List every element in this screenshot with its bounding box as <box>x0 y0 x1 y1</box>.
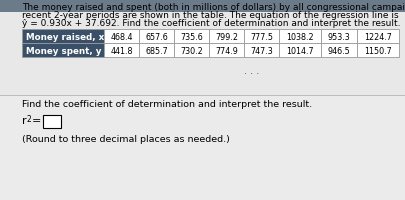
Bar <box>43 115 61 128</box>
Bar <box>243 44 278 58</box>
Bar <box>0 0 405 13</box>
Bar <box>174 44 209 58</box>
Text: The money raised and spent (both in millions of dollars) by all congressional ca: The money raised and spent (both in mill… <box>22 3 405 12</box>
Text: 1038.2: 1038.2 <box>286 32 313 41</box>
Text: ŷ = 0.930x + 37.692. Find the coefficient of determination and interpret the res: ŷ = 0.930x + 37.692. Find the coefficien… <box>22 19 399 28</box>
Text: 747.3: 747.3 <box>249 46 272 55</box>
Text: . . .: . . . <box>243 66 258 76</box>
Text: r: r <box>22 115 27 125</box>
Bar <box>320 44 356 58</box>
Text: 953.3: 953.3 <box>327 32 350 41</box>
Bar <box>104 30 139 44</box>
Bar <box>104 44 139 58</box>
Bar <box>0 96 405 200</box>
Text: Money raised, x: Money raised, x <box>26 32 104 41</box>
Bar <box>278 30 320 44</box>
Bar <box>243 30 278 44</box>
Text: 777.5: 777.5 <box>249 32 272 41</box>
Text: Find the coefficient of determination and interpret the result.: Find the coefficient of determination an… <box>22 100 311 108</box>
Text: Money spent, y: Money spent, y <box>26 46 101 55</box>
Bar <box>22 30 104 44</box>
Text: 441.8: 441.8 <box>110 46 132 55</box>
Bar <box>209 44 243 58</box>
Text: 657.6: 657.6 <box>145 32 167 41</box>
Text: 685.7: 685.7 <box>145 46 167 55</box>
Bar <box>139 44 174 58</box>
Text: =: = <box>32 115 41 125</box>
Bar <box>320 30 356 44</box>
Text: (Round to three decimal places as needed.): (Round to three decimal places as needed… <box>22 134 229 143</box>
Bar <box>22 44 104 58</box>
Text: 730.2: 730.2 <box>180 46 202 55</box>
Bar <box>209 30 243 44</box>
Bar <box>139 30 174 44</box>
Text: 1014.7: 1014.7 <box>286 46 313 55</box>
Text: 468.4: 468.4 <box>110 32 132 41</box>
Text: 799.2: 799.2 <box>215 32 237 41</box>
Bar <box>278 44 320 58</box>
Text: 735.6: 735.6 <box>180 32 202 41</box>
Text: 1224.7: 1224.7 <box>363 32 391 41</box>
Text: 2: 2 <box>27 114 32 123</box>
Bar <box>356 44 398 58</box>
Bar <box>356 30 398 44</box>
Text: 774.9: 774.9 <box>215 46 237 55</box>
Text: 946.5: 946.5 <box>327 46 350 55</box>
Bar <box>174 30 209 44</box>
Text: 1150.7: 1150.7 <box>363 46 391 55</box>
Text: recent 2-year periods are shown in the table. The equation of the regression lin: recent 2-year periods are shown in the t… <box>22 11 398 20</box>
